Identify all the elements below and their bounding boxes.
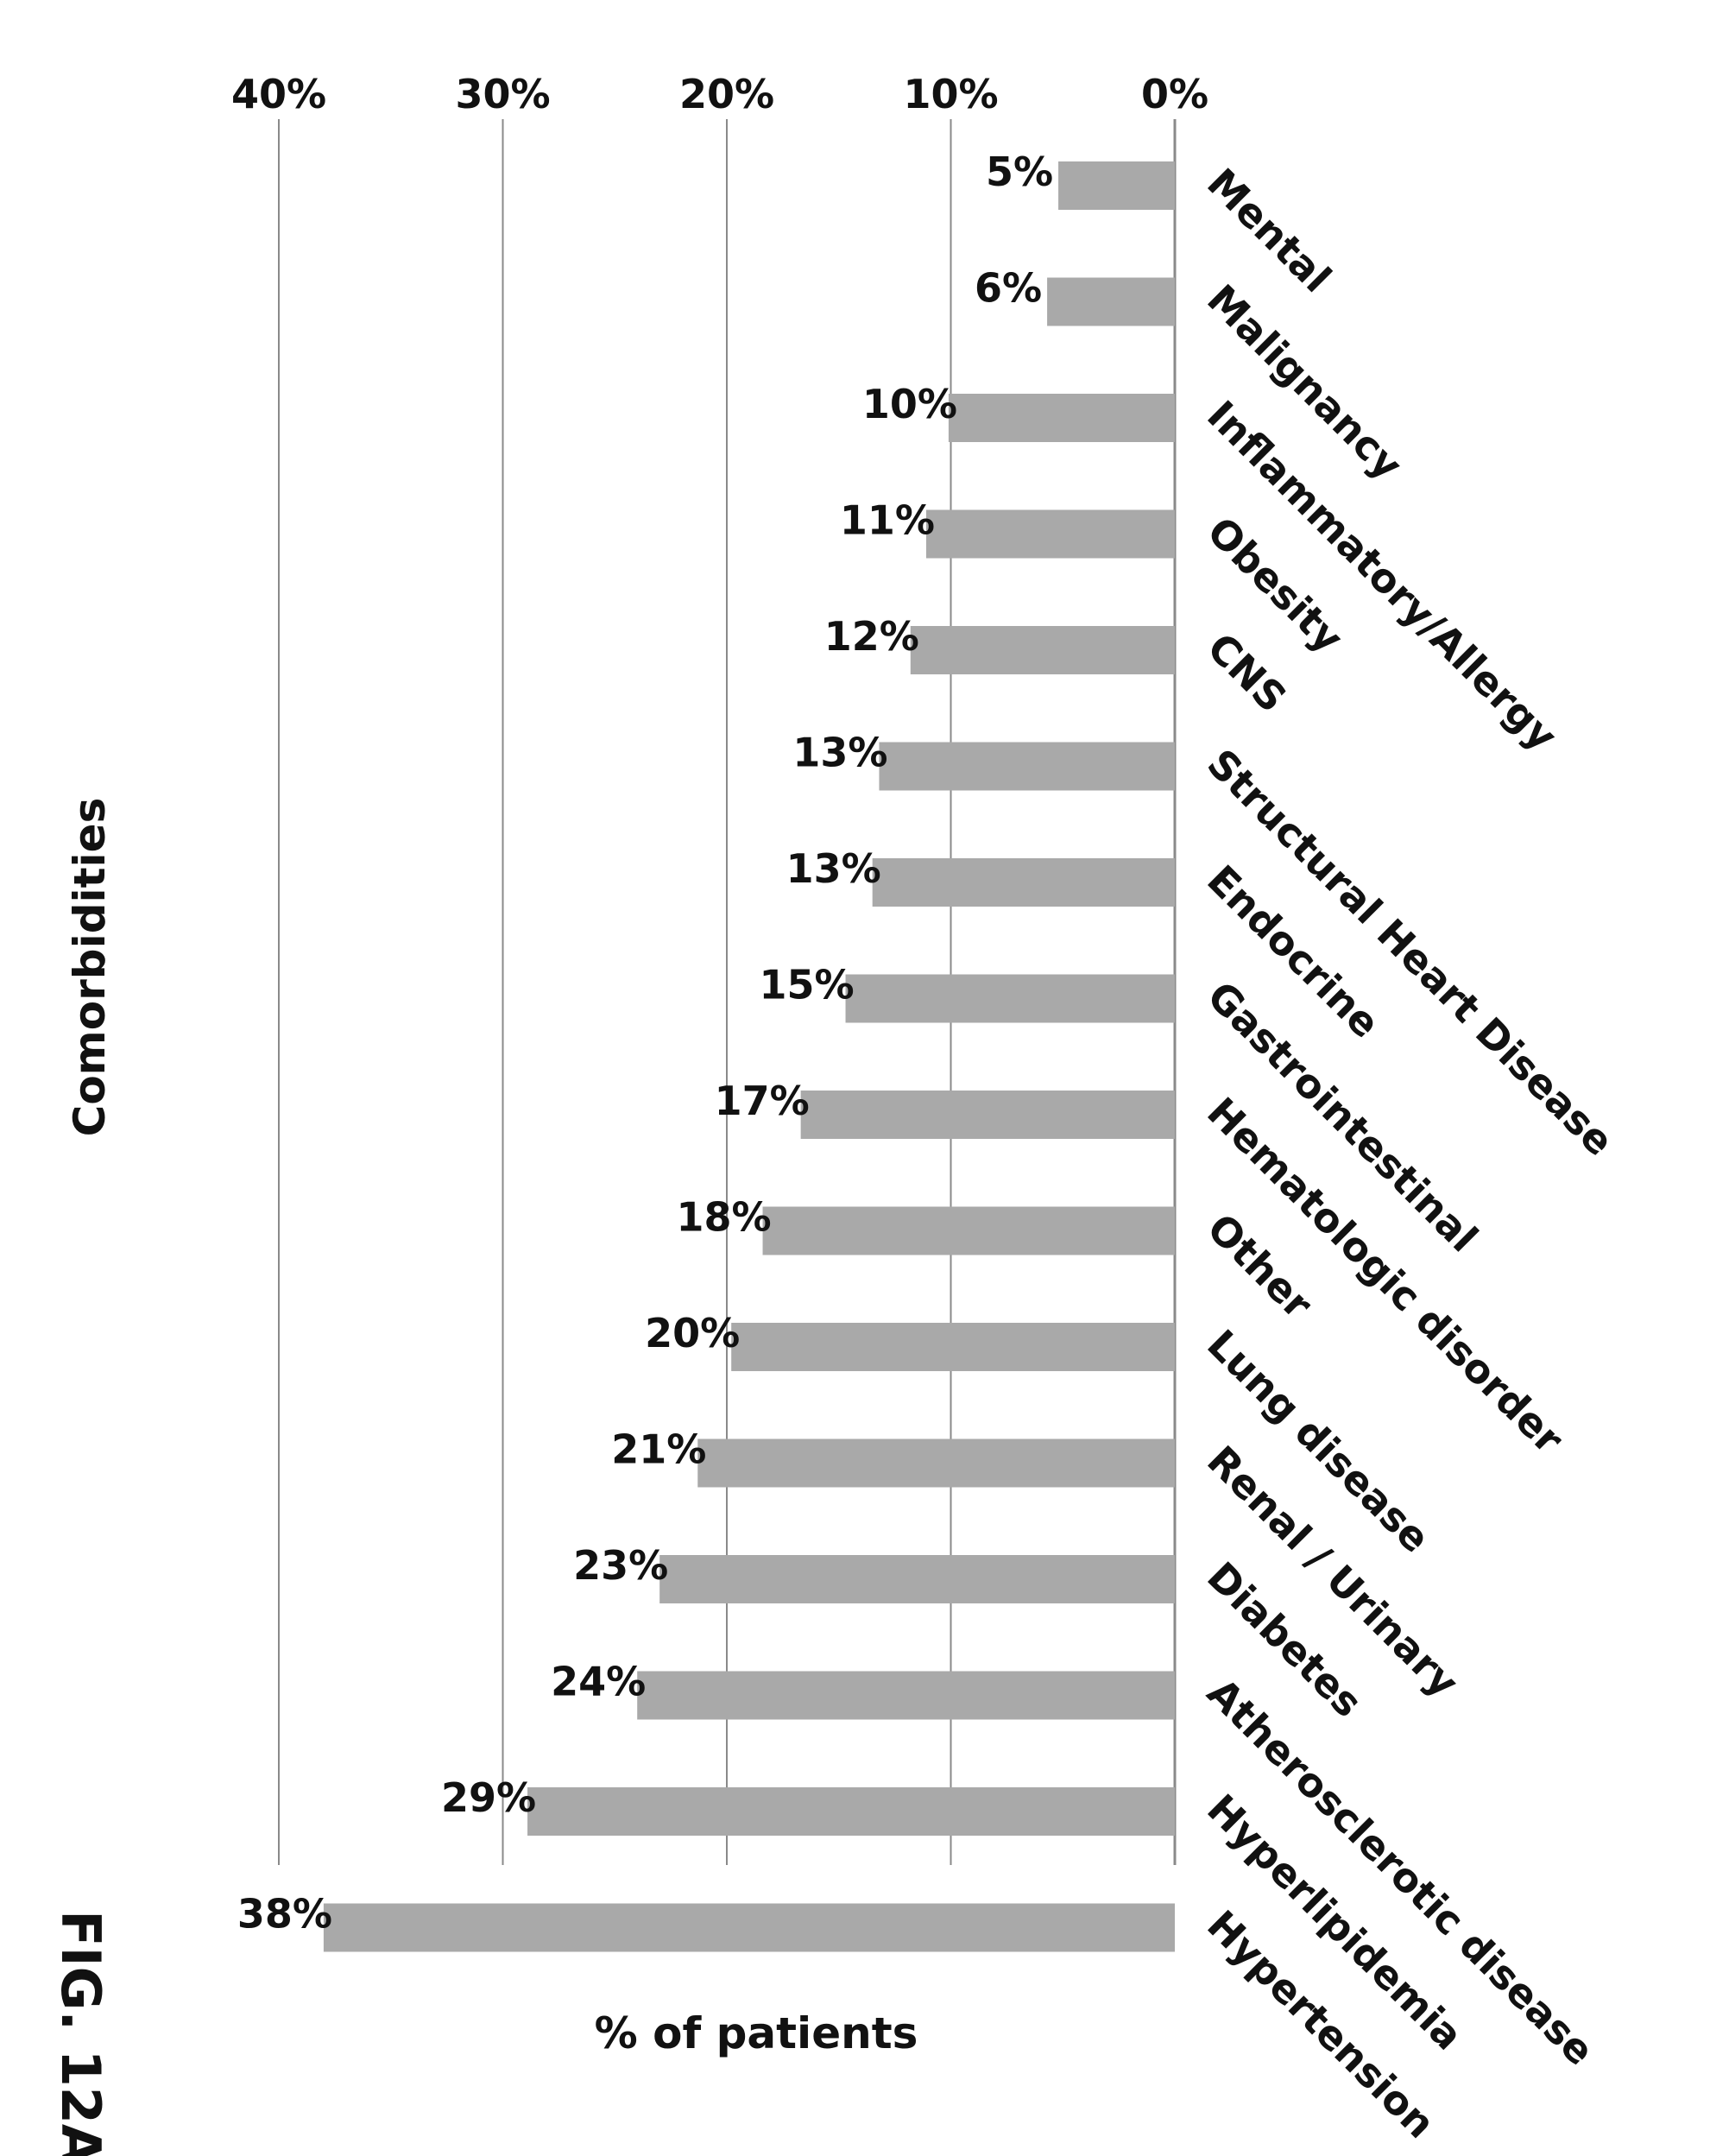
bar [762, 1206, 1175, 1255]
data-label: 13% [792, 730, 887, 776]
bar [731, 1323, 1175, 1371]
y-tick-label: 0% [1141, 71, 1208, 117]
bar [872, 858, 1175, 907]
data-label: 10% [862, 381, 957, 427]
data-label: 23% [573, 1542, 668, 1589]
y-tick-label: 10% [903, 71, 998, 117]
data-label: 18% [676, 1194, 771, 1241]
data-label: 29% [441, 1774, 536, 1821]
data-label: 13% [786, 845, 881, 892]
data-label: 15% [759, 962, 854, 1008]
data-label: 21% [611, 1426, 706, 1473]
category-label: Malignancy [1198, 275, 1411, 489]
bar [659, 1555, 1175, 1603]
bar [879, 742, 1175, 791]
bar [1058, 161, 1175, 210]
data-label: 17% [715, 1078, 810, 1124]
category-label: Mental [1198, 160, 1340, 301]
data-label: 24% [551, 1659, 646, 1705]
data-labels: 5% 6% 10% 11% 12% 13% 13% 15% 17% 18% 20% 21% 23% 24%… [237, 149, 1053, 1938]
bar [800, 1091, 1175, 1139]
chart-title: Comorbidities [65, 798, 115, 1137]
bar [323, 1903, 1175, 1952]
data-label: 11% [840, 497, 935, 544]
category-label: CNS [1198, 624, 1296, 722]
data-label: 5% [986, 149, 1053, 195]
y-tick-label: 20% [679, 71, 774, 117]
y-tick-label: 40% [231, 71, 326, 117]
data-label: 38% [237, 1891, 332, 1938]
category-labels: MentalMalignancyInflammatory/AllergyObes… [1198, 160, 1623, 2147]
bar [697, 1438, 1175, 1488]
bar [1047, 277, 1175, 326]
bars [323, 161, 1175, 1952]
data-label: 6% [975, 265, 1042, 312]
bar [948, 394, 1175, 442]
bar [637, 1671, 1175, 1720]
bar [845, 974, 1175, 1023]
y-axis-title: % of patients [595, 2008, 918, 2058]
data-label: 20% [645, 1310, 740, 1356]
y-tick-labels: 0% 10% 20% 30% 40% [231, 71, 1208, 117]
bar [925, 509, 1175, 559]
data-label: 12% [824, 613, 919, 660]
bar [910, 626, 1175, 674]
bar [527, 1787, 1175, 1836]
plot-area: 5% 6% 10% 11% 12% 13% 13% 15% 17% 18% 20% 21% 23% 24%… [65, 71, 1623, 2147]
figure-label: FIG. 12A [49, 1910, 112, 2156]
y-tick-label: 30% [455, 71, 550, 117]
